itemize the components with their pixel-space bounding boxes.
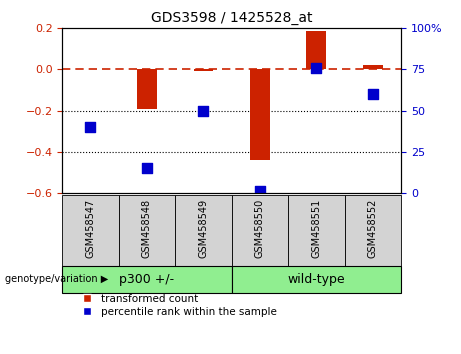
Bar: [363, 65, 383, 69]
Bar: [137, 69, 157, 109]
Text: GSM458552: GSM458552: [368, 199, 378, 258]
Text: GSM458549: GSM458549: [198, 199, 208, 258]
Bar: [194, 69, 213, 70]
Text: GSM458548: GSM458548: [142, 199, 152, 258]
Bar: [344, 195, 401, 266]
Legend: transformed count, percentile rank within the sample: transformed count, percentile rank withi…: [72, 290, 281, 321]
Bar: [307, 32, 326, 69]
Bar: [62, 266, 231, 293]
Text: p300 +/-: p300 +/-: [119, 273, 175, 286]
Text: GSM458551: GSM458551: [311, 199, 321, 258]
Bar: [62, 195, 118, 266]
Bar: [231, 266, 401, 293]
Text: GSM458550: GSM458550: [255, 199, 265, 258]
Text: wild-type: wild-type: [288, 273, 345, 286]
Text: genotype/variation ▶: genotype/variation ▶: [5, 274, 108, 285]
Title: GDS3598 / 1425528_at: GDS3598 / 1425528_at: [151, 11, 313, 24]
Point: [87, 124, 94, 130]
Point: [256, 188, 264, 194]
Point: [143, 165, 151, 171]
Bar: [250, 69, 270, 160]
Point: [369, 91, 377, 97]
Bar: [175, 195, 231, 266]
Bar: [231, 195, 288, 266]
Text: GSM458547: GSM458547: [85, 199, 95, 258]
Point: [200, 108, 207, 113]
Bar: [288, 195, 344, 266]
Bar: [118, 195, 175, 266]
Point: [313, 65, 320, 71]
